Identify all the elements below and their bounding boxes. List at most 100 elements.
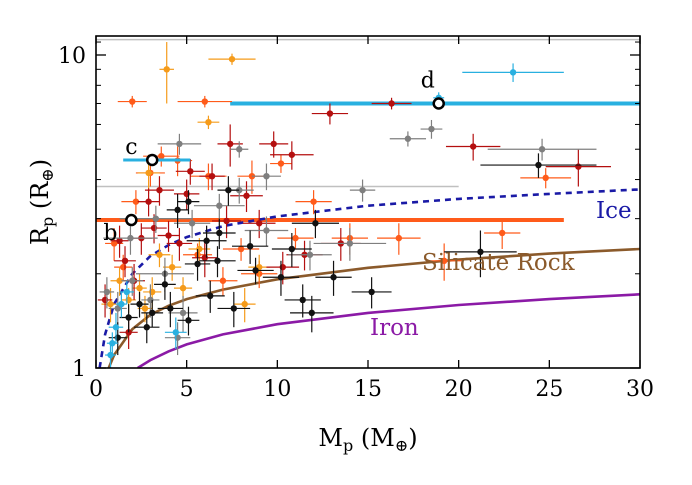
curve-iron (137, 293, 640, 368)
planet-d-label: d (421, 68, 435, 93)
data-point (166, 193, 189, 229)
data-point (262, 260, 300, 296)
data-point (230, 181, 263, 213)
data-point (177, 95, 232, 108)
data-point (291, 209, 339, 239)
data-point (270, 154, 292, 173)
planet-c-marker (145, 153, 159, 167)
data-point (480, 153, 597, 178)
data-point (130, 291, 149, 318)
data-point (237, 257, 274, 285)
data-point (99, 277, 115, 309)
data-point (114, 246, 136, 278)
x-tick-label: 30 (626, 377, 654, 402)
data-point (199, 163, 225, 191)
data-point (217, 176, 240, 206)
data-point (105, 343, 116, 368)
data-point (222, 238, 260, 261)
curve-label-ice: Ice (596, 198, 632, 224)
data-point (242, 209, 276, 239)
labeled-planets: b c d (103, 68, 445, 246)
data-point (232, 230, 269, 264)
data-point (288, 240, 332, 271)
data-point (197, 115, 220, 130)
data-point (121, 267, 144, 296)
data-point (119, 304, 138, 333)
planet-b-marker (125, 213, 138, 227)
data-point (175, 159, 205, 185)
x-tick-label: 15 (354, 377, 382, 402)
data-point (349, 179, 376, 202)
data-point (117, 95, 147, 108)
data-point (377, 223, 421, 255)
data-point (545, 149, 611, 187)
data-point (177, 306, 200, 336)
data-point (154, 270, 176, 300)
data-point (108, 291, 127, 328)
planet-d-marker (432, 97, 445, 110)
curve-labels: Ice Silicate Rock Iron (370, 198, 632, 341)
data-point (108, 312, 124, 344)
data-point (389, 131, 427, 147)
data-point (137, 188, 160, 217)
data-point (426, 243, 463, 281)
data-point (199, 246, 236, 278)
data-point (444, 230, 517, 278)
data-point (177, 190, 200, 215)
data-point (520, 168, 572, 189)
data-points (97, 42, 611, 368)
data-point (217, 124, 243, 167)
data-point (295, 190, 332, 215)
data-point (445, 133, 501, 161)
curve-ice (98, 188, 640, 368)
planet-b-label: b (103, 221, 117, 246)
data-point (313, 228, 387, 261)
data-point (148, 243, 171, 268)
x-tick-label: 5 (180, 377, 194, 402)
data-point (230, 141, 249, 158)
data-point (195, 280, 225, 313)
data-point (141, 299, 164, 328)
y-tick-label: 10 (58, 44, 86, 69)
data-point (311, 103, 349, 125)
data-point (270, 141, 314, 170)
data-point (290, 295, 334, 333)
data-point (251, 163, 281, 191)
data-point (173, 209, 211, 239)
data-point (244, 216, 289, 247)
data-point (271, 232, 312, 268)
data-point (284, 284, 321, 318)
data-point (157, 133, 202, 155)
data-point (157, 220, 180, 252)
data-point (110, 225, 129, 258)
data-point (208, 53, 256, 65)
data-point (217, 291, 251, 328)
x-axis-title: Mp (M⊕) (318, 424, 417, 455)
data-point (420, 119, 443, 139)
data-point (484, 218, 521, 249)
axis-ticks: 0 5 10 15 20 25 30 1 10 (58, 36, 654, 402)
data-point (186, 225, 227, 258)
data-point (462, 63, 564, 82)
data-point (168, 295, 198, 333)
data-point (166, 228, 193, 261)
x-tick-label: 25 (535, 377, 563, 402)
data-point (233, 288, 256, 323)
composition-curves (98, 188, 640, 368)
planet-c-label: c (125, 135, 137, 160)
curve-label-iron: Iron (370, 315, 419, 341)
y-tick-label: 1 (72, 357, 86, 382)
data-point (159, 42, 174, 104)
data-point (315, 260, 352, 296)
y-axis-title: Rp (R⊕) (26, 159, 57, 245)
data-point (192, 240, 218, 278)
data-point (144, 176, 174, 206)
data-point (208, 267, 238, 296)
data-point (115, 291, 127, 318)
data-point (119, 280, 135, 305)
data-point (103, 223, 158, 255)
data-point (157, 291, 184, 328)
data-point (259, 131, 289, 158)
data-point (277, 228, 314, 249)
data-point (184, 248, 211, 281)
